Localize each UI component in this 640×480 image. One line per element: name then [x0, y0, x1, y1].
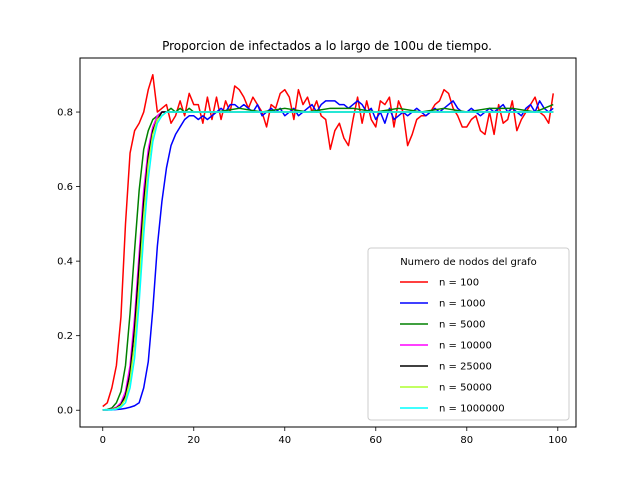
- legend-label-6: n = 1000000: [439, 404, 505, 415]
- chart-title: Proporcion de infectados a lo largo de 1…: [162, 39, 492, 53]
- legend-title: Numero de nodos del grafo: [400, 257, 537, 268]
- x-tick-label-2: 40: [278, 435, 291, 446]
- y-tick-label-2: 0.4: [57, 257, 73, 268]
- x-tick-label-3: 60: [369, 435, 382, 446]
- y-tick-label-1: 0.2: [57, 331, 73, 342]
- series-line-6: [102, 111, 554, 411]
- x-tick-label-1: 20: [187, 435, 200, 446]
- x-tick-label-4: 80: [460, 435, 473, 446]
- legend: Numero de nodos del grafo n = 100 n = 1000…: [367, 247, 570, 421]
- plot-lines: [102, 74, 554, 411]
- x-axis: 0 20 40 60 80 100: [100, 427, 567, 446]
- y-tick-label-3: 0.6: [57, 182, 73, 193]
- legend-label-2: n = 5000: [439, 320, 486, 331]
- legend-label-4: n = 25000: [439, 362, 492, 373]
- y-tick-label-4: 0.8: [57, 108, 73, 119]
- y-tick-label-0: 0.0: [57, 406, 73, 417]
- x-tick-label-0: 0: [100, 435, 106, 446]
- legend-label-3: n = 10000: [439, 341, 492, 352]
- legend-label-5: n = 50000: [439, 383, 492, 394]
- plot-frame: [79, 57, 577, 428]
- y-axis: 0.0 0.2 0.4 0.6 0.8: [57, 108, 80, 417]
- legend-label-1: n = 1000: [439, 299, 486, 310]
- x-tick-label-5: 100: [548, 435, 567, 446]
- series-line-1: [102, 100, 554, 411]
- legend-label-0: n = 100: [439, 278, 479, 289]
- series-line-0: [102, 74, 554, 408]
- legend-box: [367, 247, 570, 421]
